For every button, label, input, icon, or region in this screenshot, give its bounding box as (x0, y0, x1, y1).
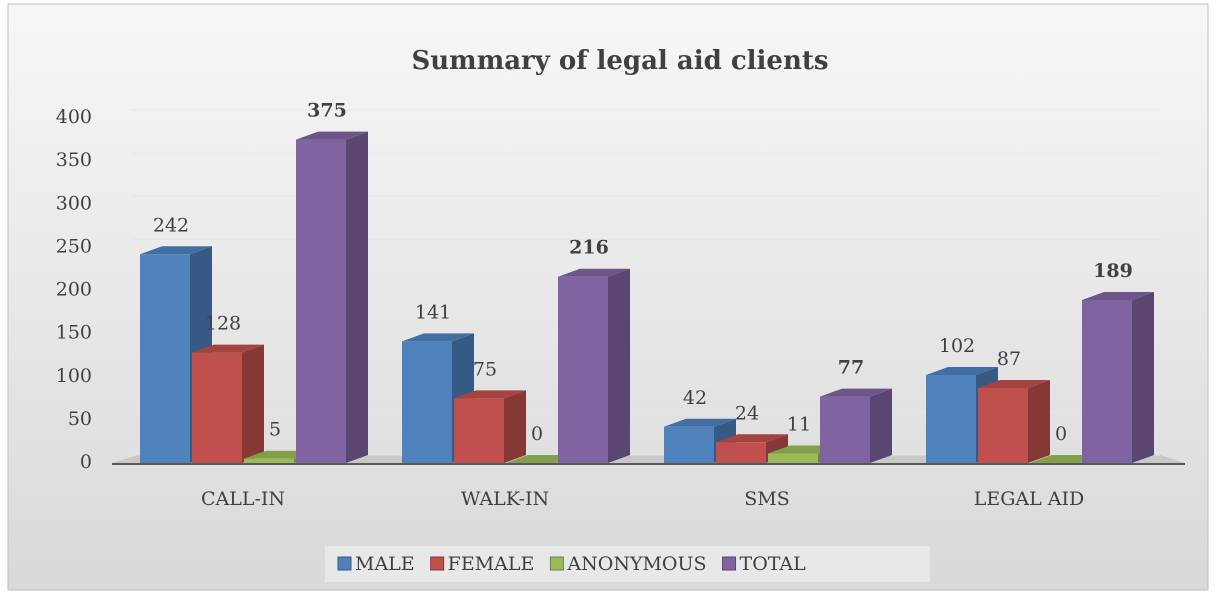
data-label: 141 (415, 301, 451, 323)
bar-front (296, 139, 346, 463)
bar-side (504, 390, 526, 463)
bar-front (978, 387, 1028, 463)
bar-front (1082, 299, 1132, 463)
bar-top (296, 131, 368, 140)
data-label: 75 (473, 358, 497, 380)
bar (558, 268, 630, 463)
data-label: 128 (205, 313, 241, 335)
data-label: 102 (939, 335, 975, 357)
y-tick-label: 150 (56, 322, 92, 344)
bar (296, 131, 368, 463)
y-tick-label: 200 (56, 279, 92, 301)
bar (820, 388, 892, 463)
data-label: 0 (531, 423, 543, 445)
bar-front (454, 398, 504, 463)
legend: MALE FEMALE ANONYMOUS TOTAL (325, 546, 930, 582)
legend-label: TOTAL (740, 553, 807, 575)
bar-top (402, 333, 474, 342)
bar (192, 344, 264, 463)
bar-side (608, 268, 630, 463)
data-label: 0 (1055, 423, 1067, 445)
bar-top (1082, 291, 1154, 300)
bar-side (1028, 379, 1050, 463)
chart-title: Summary of legal aid clients (412, 46, 829, 76)
bar-top (926, 367, 998, 376)
bar-top (140, 246, 212, 255)
bar-side (242, 344, 264, 463)
bar-front (664, 426, 714, 463)
data-label: 375 (307, 100, 347, 122)
bar-side (1132, 291, 1154, 463)
bar-top (454, 390, 526, 399)
bar-front (820, 396, 870, 463)
legend-swatch (430, 556, 445, 571)
y-tick-label: 400 (56, 106, 92, 128)
x-tick-label: LEGAL AID (974, 488, 1085, 510)
data-label: 24 (735, 402, 759, 424)
data-label: 189 (1093, 260, 1133, 282)
y-tick-label: 350 (56, 149, 92, 171)
bar-front (244, 458, 294, 463)
bar-front (926, 375, 976, 463)
bar (454, 390, 526, 463)
floor (112, 455, 1185, 463)
bar-front (716, 442, 766, 463)
legend-label: ANONYMOUS (566, 553, 706, 575)
legend-background (325, 546, 930, 582)
bar-top (664, 418, 736, 427)
y-tick-label: 0 (80, 451, 92, 473)
bar-top (716, 434, 788, 443)
data-label: 77 (838, 357, 864, 379)
data-label: 242 (153, 214, 189, 236)
legend-label: FEMALE (448, 553, 535, 575)
data-label: 5 (269, 419, 281, 441)
data-label: 87 (997, 348, 1021, 370)
bar-front (140, 254, 190, 463)
y-tick-label: 300 (56, 192, 92, 214)
bar (978, 379, 1050, 463)
x-tick-label: CALL-IN (201, 488, 285, 510)
bar-front (558, 276, 608, 463)
bar-top (978, 379, 1050, 388)
bar-side (870, 388, 892, 463)
bar-top (192, 344, 264, 353)
y-tick-label: 100 (56, 365, 92, 387)
bar-top (820, 388, 892, 397)
bar-front (402, 341, 452, 463)
bar (1082, 291, 1154, 463)
legend-swatch (549, 556, 564, 571)
legend-label: MALE (355, 553, 415, 575)
bar-front (768, 453, 818, 463)
bar-top (558, 268, 630, 277)
y-tick-label: 250 (56, 235, 92, 257)
x-tick-label: SMS (744, 488, 790, 510)
bar-front (192, 352, 242, 463)
bar-side (346, 131, 368, 463)
y-tick-label: 50 (68, 408, 92, 430)
x-tick-label: WALK-IN (461, 488, 549, 510)
legend-swatch (722, 556, 737, 571)
data-label: 11 (787, 414, 811, 436)
data-label: 216 (569, 237, 609, 259)
legend-swatch (337, 556, 352, 571)
data-label: 42 (683, 387, 707, 409)
